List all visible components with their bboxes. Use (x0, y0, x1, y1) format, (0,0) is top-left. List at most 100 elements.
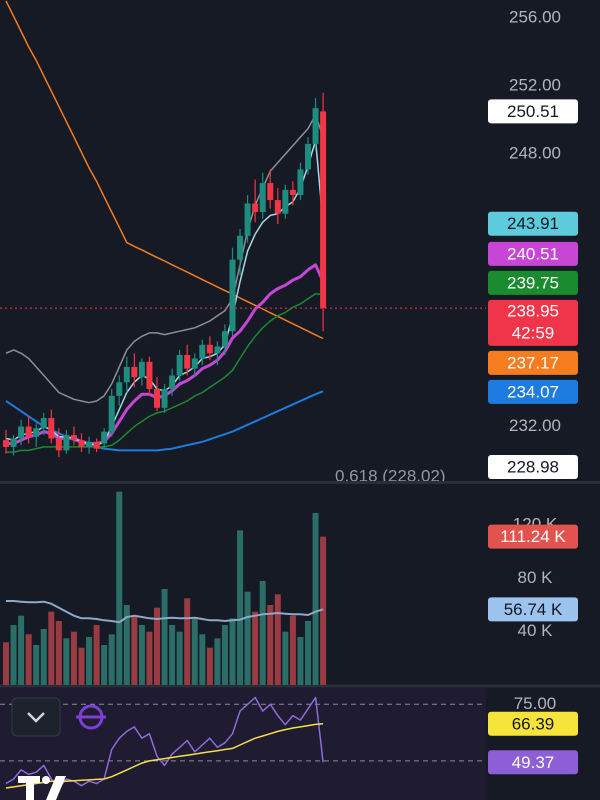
candle-body (33, 428, 40, 437)
y-tick-label: 252.00 (509, 75, 561, 94)
candle-body (25, 426, 32, 437)
candle-body (18, 426, 25, 439)
indicator-icon[interactable] (76, 704, 106, 730)
candle-body (199, 344, 206, 359)
volume-bar (274, 594, 281, 685)
y-tick-label: 248.00 (509, 144, 561, 163)
candle-body (214, 346, 221, 354)
candle-body (259, 183, 266, 212)
volume-bar (10, 625, 17, 685)
volume-bar (18, 615, 25, 685)
candle-body (86, 441, 93, 447)
price-badge (488, 597, 578, 622)
price-badge (488, 524, 578, 549)
volume-bar (221, 625, 228, 685)
volume-bar (169, 625, 176, 685)
price-axis: 256.00 252.00 248.00 232.00 250.51 243.91 240.… (488, 7, 578, 775)
volume-bar (78, 647, 85, 685)
volume-bar (63, 638, 70, 685)
price-badge-label: 228.98 (507, 457, 559, 476)
volume-bar (191, 618, 198, 685)
volume-bar (138, 625, 145, 685)
logo[interactable] (18, 776, 66, 800)
y-tick-label: 256.00 (509, 7, 561, 26)
candle-body (10, 438, 17, 447)
price-badge-label: 238.95 (507, 301, 559, 320)
volume-bar (312, 513, 319, 685)
candle-body (237, 235, 244, 260)
volume-bar (108, 634, 115, 685)
candle-body (169, 375, 176, 390)
volume-bar (289, 615, 296, 685)
candle-body (116, 382, 123, 396)
volume-bar (154, 607, 160, 685)
price-badge-label: 237.17 (507, 353, 559, 372)
fib-label: 0.618 (228.02) (335, 466, 446, 485)
y-tick-label: 75.00 (514, 694, 557, 713)
volume-pane (3, 491, 327, 685)
price-badge (488, 379, 578, 404)
volume-bar (48, 611, 55, 685)
candle-body (108, 395, 115, 432)
candle-body (305, 143, 311, 170)
candle-body (55, 438, 62, 451)
indicator-line (5, 0, 324, 340)
candle-body (282, 189, 289, 214)
volume-bar (146, 631, 153, 685)
volume-bar (176, 631, 183, 685)
volume-bar (199, 634, 206, 685)
candle-body (274, 200, 281, 214)
indicator-line (6, 600, 324, 624)
candle-body (191, 358, 198, 369)
candle-body (3, 440, 9, 447)
candle-body (267, 183, 274, 201)
price-badge (488, 270, 578, 295)
volume-bar (86, 637, 93, 685)
candle-body (229, 259, 236, 332)
price-badge (488, 211, 578, 236)
volume-bar (131, 615, 138, 685)
price-badge (488, 750, 578, 775)
price-badge-label: 243.91 (507, 214, 559, 233)
volume-bar (320, 536, 327, 685)
countdown: 42:59 (512, 323, 555, 342)
candle-body (78, 440, 85, 447)
volume-bar (25, 634, 32, 685)
y-tick-label: 232.00 (509, 416, 561, 435)
price-badge (488, 711, 578, 736)
volume-bar (3, 642, 9, 685)
price-badge-label: 111.24 K (500, 527, 566, 546)
price-badge (488, 350, 578, 375)
candle-body (63, 435, 70, 451)
price-badge-label: 239.75 (507, 273, 559, 292)
y-tick-label: 40 K (518, 621, 554, 640)
volume-bar (305, 621, 311, 685)
volume-bar (237, 530, 244, 685)
candle-body (146, 361, 153, 390)
volume-bar (33, 645, 40, 685)
candle-body (70, 435, 77, 441)
y-tick-label: 80 K (518, 568, 554, 587)
price-badge (488, 299, 578, 346)
candle-body (206, 344, 213, 354)
volume-bar (267, 605, 274, 685)
candle-body (101, 431, 108, 444)
candle-body (48, 418, 55, 439)
volume-bar (259, 581, 266, 685)
candle-body (289, 189, 296, 195)
price-badge-label: 250.51 (507, 102, 559, 121)
collapse-button[interactable] (11, 697, 61, 737)
volume-bar (55, 621, 62, 685)
volume-bar (206, 647, 213, 685)
candle-body (138, 361, 145, 378)
price-pane: 0.618 (228.02) (0, 0, 486, 485)
price-badge-label: 66.39 (512, 714, 555, 733)
volume-bar (184, 598, 191, 685)
price-badge (488, 241, 578, 266)
volume-bar (70, 631, 77, 685)
volume-bar (282, 631, 289, 685)
volume-bar (297, 637, 304, 685)
candle-body (161, 389, 168, 408)
candle-body (176, 355, 183, 376)
